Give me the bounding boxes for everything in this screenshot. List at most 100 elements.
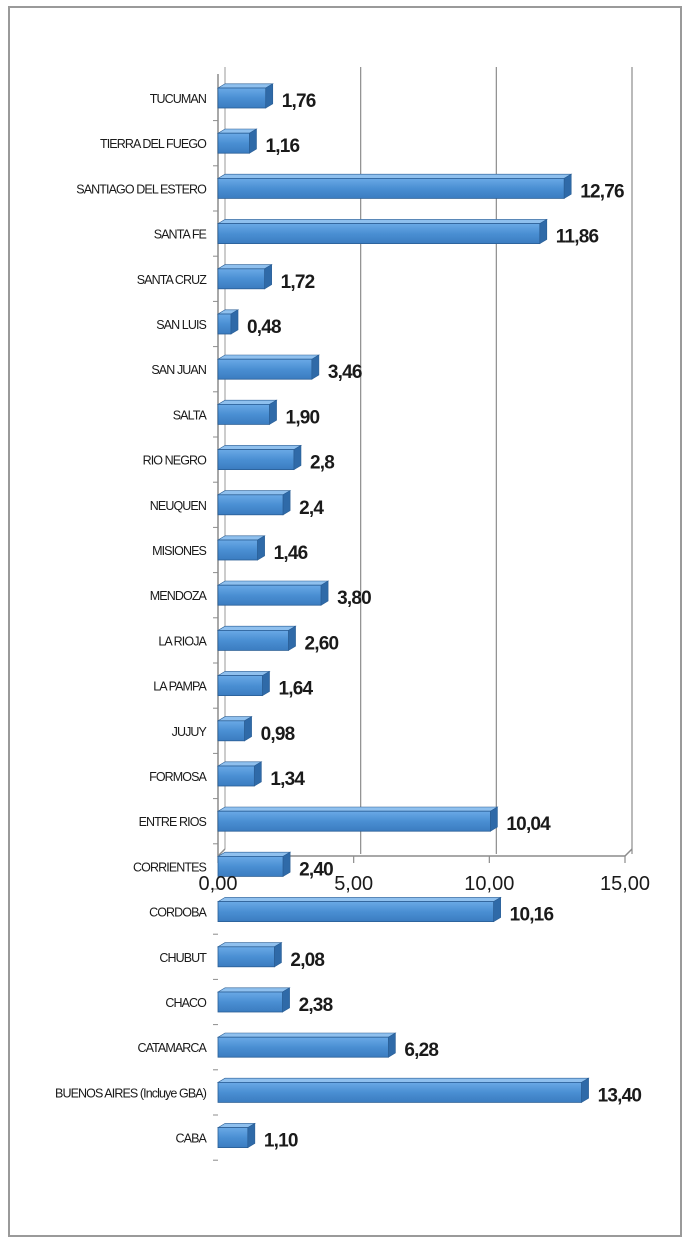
bar [217, 675, 263, 696]
category-label: MISIONES [152, 544, 206, 558]
data-label: 1,90 [286, 407, 320, 428]
category-label: JUJUY [172, 725, 208, 739]
bar [217, 901, 495, 922]
data-label: 13,40 [598, 1085, 642, 1106]
bar [217, 358, 313, 380]
bar-end [563, 173, 572, 199]
chart-frame: 0,00 5,00 10,00 15,00 TUCUMAN 1,76 TIERRA DEL … [8, 6, 682, 1237]
data-label: 6,28 [404, 1040, 438, 1061]
bar-top [216, 671, 271, 676]
bar-end [254, 761, 262, 787]
bar-end [257, 535, 265, 561]
bar [217, 223, 541, 245]
category-label: ENTRE RIOS [139, 815, 207, 829]
data-label: 2,4 [299, 498, 324, 519]
labels: 0,00 5,00 10,00 15,00 TUCUMAN 1,76 TIERRA DEL … [55, 91, 650, 1152]
bar [217, 720, 245, 742]
data-label: 1,64 [278, 679, 313, 700]
x-tick-label: 0,00 [199, 873, 238, 895]
category-label: BUENOS AIRES (Incluye GBA) [55, 1086, 207, 1100]
category-label: TIERRA DEL FUEGO [100, 137, 207, 151]
data-label: 1,10 [264, 1131, 298, 1152]
bar-end [230, 309, 239, 335]
category-label: CORDOBA [149, 906, 207, 920]
bar-top [216, 83, 274, 89]
bar [217, 1127, 249, 1148]
bar-top [216, 1077, 590, 1083]
bar-top [216, 1032, 397, 1038]
bar-chart: 0,00 5,00 10,00 15,00 TUCUMAN 1,76 TIERRA DEL … [55, 67, 650, 1161]
bar-top [216, 219, 548, 224]
data-label: 10,16 [510, 905, 554, 926]
category-label: SANTIAGO DEL ESTERO [76, 182, 207, 196]
bar-end [293, 444, 302, 471]
data-label: 1,72 [281, 272, 315, 293]
data-label: 10,04 [506, 814, 551, 835]
category-label: SAN JUAN [151, 363, 206, 377]
category-label: NEUQUEN [150, 499, 207, 513]
bar [217, 268, 266, 290]
bar-end [249, 128, 257, 154]
data-label: 2,8 [310, 453, 334, 474]
bar-end [244, 716, 252, 742]
category-label: CHUBUT [159, 951, 207, 965]
data-label: 2,08 [290, 950, 324, 971]
bar [217, 991, 283, 1013]
bar-top [216, 987, 291, 993]
bar [217, 403, 270, 425]
data-label: 2,60 [305, 633, 339, 654]
bar [217, 449, 295, 471]
bar-end [311, 354, 320, 380]
data-label: 2,38 [299, 995, 333, 1016]
bar-end [282, 987, 290, 1013]
category-label: SALTA [173, 408, 208, 422]
data-label: 3,80 [337, 588, 371, 609]
bar [217, 132, 250, 154]
data-label: 1,76 [282, 91, 316, 112]
bar-top [216, 625, 297, 631]
bar-top [216, 806, 499, 812]
category-label: RIO NEGRO [143, 454, 208, 468]
bar-top [216, 399, 278, 405]
data-label: 0,98 [261, 724, 295, 745]
bar-top [216, 173, 573, 179]
bar-top [216, 535, 266, 541]
bar-end [247, 1122, 256, 1149]
bar-end [265, 83, 274, 109]
bar-end [264, 264, 272, 290]
category-label: MENDOZA [150, 589, 208, 603]
bar-end [539, 218, 548, 245]
bar-top [216, 264, 273, 270]
bar-end [493, 896, 501, 923]
category-label: FORMOSA [149, 770, 207, 784]
category-label: SAN LUIS [156, 318, 206, 332]
bar [217, 494, 284, 516]
bar [217, 87, 267, 109]
bar-end [269, 399, 277, 425]
category-label: CABA [176, 1132, 208, 1146]
bar-top [216, 851, 292, 857]
bar-end [490, 806, 498, 832]
bar [217, 1036, 389, 1058]
data-label: 12,76 [580, 181, 624, 202]
bar [217, 765, 255, 787]
bar-top [216, 897, 502, 902]
category-label: CORRIENTES [133, 860, 207, 874]
bar-top [216, 580, 330, 586]
bar [217, 630, 289, 651]
bar-end [388, 1032, 396, 1058]
bar [217, 1082, 582, 1103]
x-tick-label: 5,00 [334, 873, 373, 895]
data-label: 11,86 [556, 227, 599, 248]
data-label: 2,40 [299, 859, 333, 880]
bar-top [216, 354, 320, 360]
bar [217, 584, 322, 606]
category-label: CATAMARCA [137, 1041, 207, 1055]
data-label: 1,46 [274, 543, 308, 564]
x-tick-label: 10,00 [464, 873, 514, 895]
bar [217, 810, 491, 832]
category-label: SANTA FE [154, 228, 207, 242]
x-axis-depth-left [217, 848, 226, 857]
data-label: 1,16 [265, 136, 299, 157]
category-label: LA PAMPA [153, 680, 207, 694]
